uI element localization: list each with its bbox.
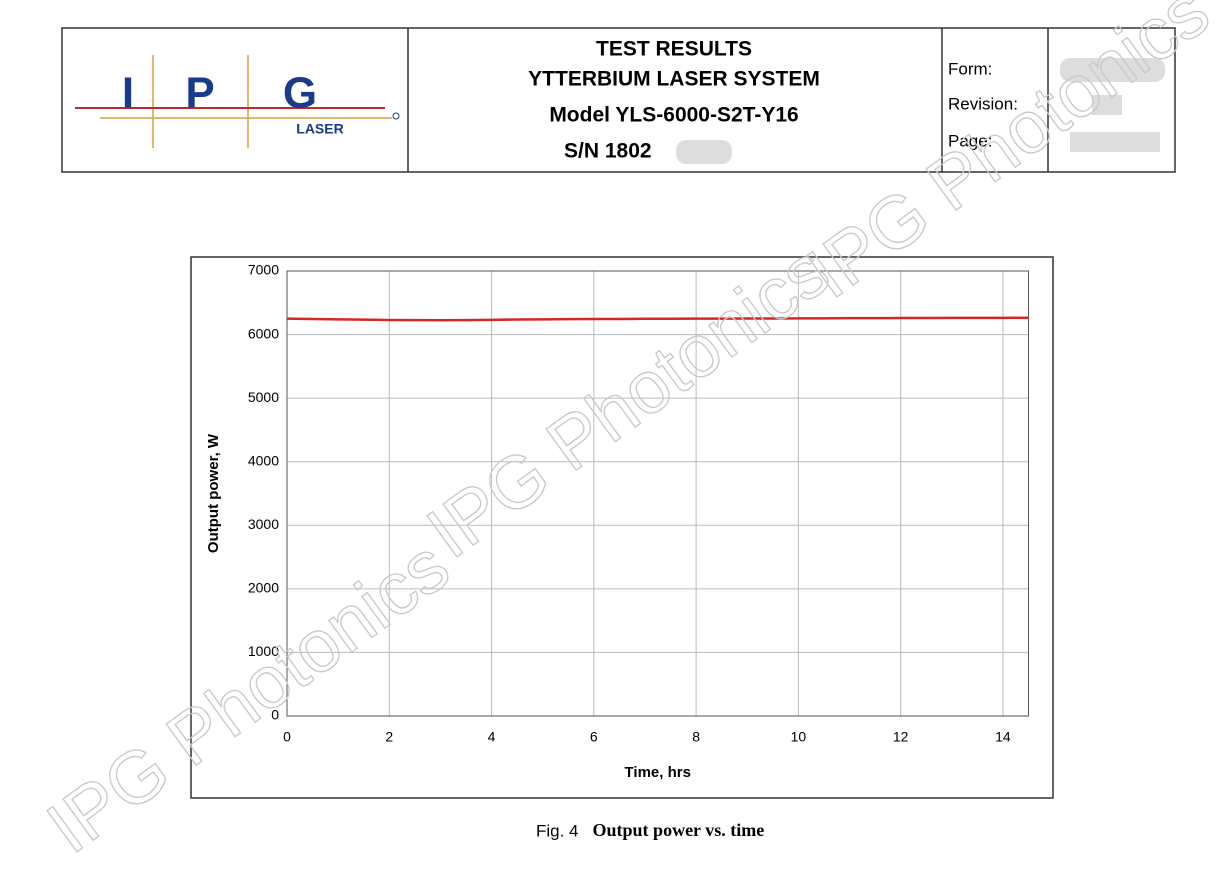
y-tick-label: 7000 — [248, 262, 279, 278]
field-label: Revision: — [948, 94, 1018, 113]
x-tick-label: 0 — [283, 729, 291, 745]
x-tick-label: 8 — [692, 729, 700, 745]
y-tick-label: 4000 — [248, 452, 279, 468]
logo: I P G LASER — [75, 55, 400, 148]
redaction — [676, 140, 732, 164]
chart: 0 1000 2000 3000 4000 5000 6000 7000 0 2 4 6 8 10 12 14… — [205, 262, 1029, 781]
logo-letter: G — [283, 69, 317, 118]
title-line: TEST RESULTS — [596, 38, 752, 61]
title-line: S/N 1802 — [564, 140, 652, 163]
field-label: Form: — [948, 59, 992, 78]
logo-mark — [392, 112, 400, 120]
chart-frame — [190, 256, 1054, 799]
title-line: YTTERBIUM LASER SYSTEM — [528, 68, 820, 91]
title-line: Model YLS-6000-S2T-Y16 — [549, 104, 798, 127]
header-box — [61, 27, 1176, 173]
x-tick-label: 10 — [791, 729, 807, 745]
logo-letter: I — [122, 69, 134, 118]
x-tick-label: 2 — [385, 729, 393, 745]
redaction — [1092, 95, 1122, 115]
data-line — [286, 316, 1029, 322]
caption-label: Fig. 4 — [536, 821, 579, 840]
y-tick-label: 3000 — [248, 516, 279, 532]
y-tick-label: 5000 — [248, 389, 279, 405]
y-tick-label: 2000 — [248, 580, 279, 596]
y-tick-label: 1000 — [248, 643, 279, 659]
watermark: IPG Photonics — [792, 0, 1223, 314]
x-tick-label: 14 — [995, 729, 1011, 745]
logo-letter: P — [185, 69, 214, 118]
x-axis-label: Time, hrs — [625, 764, 691, 781]
field-label: Page: — [948, 131, 992, 150]
y-tick-label: 6000 — [248, 325, 279, 341]
x-tick-label: 4 — [488, 729, 496, 745]
watermark: IPG Photonics — [412, 229, 843, 574]
plot-area — [286, 270, 1029, 717]
watermark: IPG Photonics — [32, 524, 463, 869]
y-tick-label: 0 — [271, 707, 279, 723]
y-axis-label: Output power, W — [205, 433, 222, 553]
redaction — [1070, 132, 1160, 152]
x-tick-label: 12 — [893, 729, 909, 745]
redaction — [1060, 58, 1165, 82]
caption-text: Output power vs. time — [593, 820, 765, 840]
logo-text: LASER — [296, 121, 343, 137]
x-tick-label: 6 — [590, 729, 598, 745]
